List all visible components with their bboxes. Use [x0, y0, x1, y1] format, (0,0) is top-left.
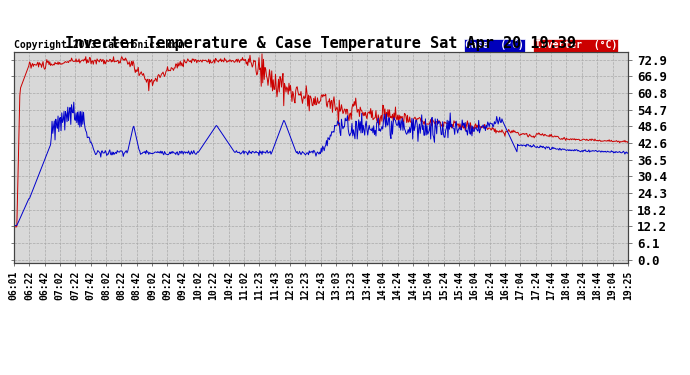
Title: Inverter Temperature & Case Temperature Sat Apr 20 19:39: Inverter Temperature & Case Temperature … — [66, 36, 576, 51]
Text: Inverter  (°C): Inverter (°C) — [535, 40, 617, 50]
Text: Copyright 2013 Cartronics.com: Copyright 2013 Cartronics.com — [14, 40, 184, 50]
Text: Case  (°C): Case (°C) — [465, 40, 524, 50]
